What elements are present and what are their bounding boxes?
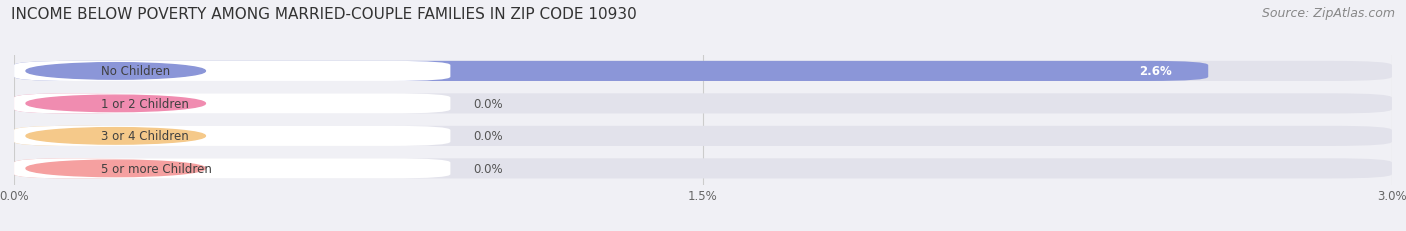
Ellipse shape <box>27 63 205 80</box>
FancyBboxPatch shape <box>14 94 142 114</box>
Text: INCOME BELOW POVERTY AMONG MARRIED-COUPLE FAMILIES IN ZIP CODE 10930: INCOME BELOW POVERTY AMONG MARRIED-COUPL… <box>11 7 637 22</box>
Text: 0.0%: 0.0% <box>474 130 503 143</box>
Text: 0.0%: 0.0% <box>474 97 503 110</box>
Text: No Children: No Children <box>101 65 170 78</box>
FancyBboxPatch shape <box>14 94 450 114</box>
FancyBboxPatch shape <box>14 126 1392 146</box>
Text: 2.6%: 2.6% <box>1139 65 1171 78</box>
FancyBboxPatch shape <box>14 94 1392 114</box>
Text: 5 or more Children: 5 or more Children <box>101 162 212 175</box>
FancyBboxPatch shape <box>14 62 450 82</box>
FancyBboxPatch shape <box>14 159 142 179</box>
FancyBboxPatch shape <box>14 62 1208 82</box>
Text: Source: ZipAtlas.com: Source: ZipAtlas.com <box>1261 7 1395 20</box>
FancyBboxPatch shape <box>14 159 1392 179</box>
Text: 0.0%: 0.0% <box>474 162 503 175</box>
Text: 1 or 2 Children: 1 or 2 Children <box>101 97 190 110</box>
Ellipse shape <box>27 160 205 177</box>
Ellipse shape <box>27 96 205 112</box>
FancyBboxPatch shape <box>14 126 142 146</box>
Text: 3 or 4 Children: 3 or 4 Children <box>101 130 188 143</box>
FancyBboxPatch shape <box>14 126 450 146</box>
FancyBboxPatch shape <box>14 62 1392 82</box>
FancyBboxPatch shape <box>14 159 450 179</box>
Ellipse shape <box>27 128 205 145</box>
